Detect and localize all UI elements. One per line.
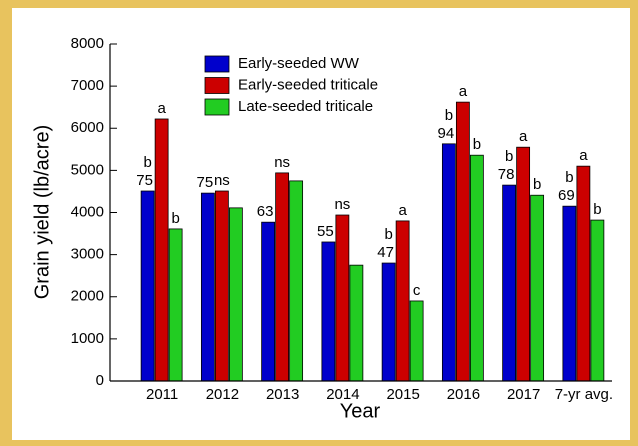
x-tick-label: 2011 bbox=[146, 386, 178, 403]
bar bbox=[530, 194, 545, 382]
bar bbox=[455, 101, 470, 382]
bar bbox=[516, 146, 531, 382]
bar bbox=[562, 205, 577, 382]
bar bbox=[200, 192, 215, 382]
bar bbox=[228, 207, 243, 382]
x-tick-label: 2016 bbox=[447, 386, 480, 403]
bar bbox=[168, 228, 183, 382]
bar bbox=[154, 118, 169, 382]
annotation: 47 bbox=[377, 244, 394, 261]
significance-label: ns bbox=[274, 154, 290, 171]
significance-label: ns bbox=[334, 196, 350, 213]
annotation: 78 bbox=[498, 166, 515, 183]
x-tick-label: 2015 bbox=[386, 386, 419, 403]
annotation: 94 bbox=[438, 125, 455, 142]
x-axis-label: Year bbox=[340, 400, 381, 422]
bar bbox=[469, 154, 484, 382]
x-tick-label: 2017 bbox=[507, 386, 540, 403]
bar bbox=[321, 241, 336, 382]
significance-label: b bbox=[445, 107, 453, 124]
annotation: 63 bbox=[257, 203, 274, 220]
significance-label: a bbox=[157, 100, 166, 117]
significance-label: c bbox=[413, 282, 421, 299]
bar bbox=[261, 221, 276, 382]
bar bbox=[349, 264, 364, 382]
bar bbox=[502, 184, 517, 382]
y-tick-label: 5000 bbox=[71, 161, 104, 178]
y-tick-label: 4000 bbox=[71, 203, 104, 220]
bar bbox=[214, 190, 229, 382]
x-tick-label: 2014 bbox=[326, 386, 359, 403]
legend-label: Early-seeded WW bbox=[238, 55, 360, 72]
bar bbox=[335, 214, 350, 382]
significance-label: a bbox=[519, 128, 528, 145]
x-tick-label: 7-yr avg. bbox=[555, 386, 613, 403]
bar bbox=[140, 190, 155, 382]
significance-label: b bbox=[171, 210, 179, 227]
significance-label: b bbox=[473, 136, 481, 153]
y-tick-label: 2000 bbox=[71, 288, 104, 305]
annotation: 75 bbox=[197, 174, 214, 191]
y-axis-label: Grain yield (lb/acre) bbox=[31, 125, 53, 300]
legend-swatch bbox=[204, 55, 230, 73]
bar bbox=[289, 180, 304, 382]
significance-label: b bbox=[505, 148, 513, 165]
legend-swatch bbox=[204, 77, 230, 94]
legend-swatch bbox=[204, 98, 230, 116]
bar bbox=[576, 165, 591, 382]
y-tick-label: 6000 bbox=[71, 119, 104, 136]
bar bbox=[409, 300, 424, 382]
y-tick-label: 8000 bbox=[71, 35, 104, 52]
bar bbox=[275, 172, 290, 382]
significance-label: b bbox=[593, 201, 601, 218]
y-tick-label: 0 bbox=[96, 372, 104, 389]
y-tick-label: 7000 bbox=[71, 77, 104, 94]
legend-label: Early-seeded triticale bbox=[238, 76, 378, 93]
significance-label: a bbox=[579, 147, 588, 164]
significance-label: b bbox=[565, 169, 573, 186]
significance-label: b bbox=[384, 226, 392, 243]
significance-label: b bbox=[143, 154, 151, 171]
annotation: 55 bbox=[317, 223, 334, 240]
x-tick-label: 2012 bbox=[206, 386, 239, 403]
annotation: 69 bbox=[558, 187, 575, 204]
bar bbox=[381, 262, 396, 382]
legend-label: Late-seeded triticale bbox=[238, 98, 373, 115]
y-tick-label: 1000 bbox=[71, 330, 104, 347]
significance-label: a bbox=[398, 202, 407, 219]
annotation: 75 bbox=[136, 172, 153, 189]
bar bbox=[395, 220, 410, 382]
significance-label: b bbox=[533, 176, 541, 193]
bar bbox=[441, 143, 456, 382]
x-tick-label: 2013 bbox=[266, 386, 299, 403]
y-tick-label: 3000 bbox=[71, 246, 104, 263]
significance-label: a bbox=[459, 83, 468, 100]
bar bbox=[590, 219, 605, 382]
significance-label: ns bbox=[214, 172, 230, 189]
